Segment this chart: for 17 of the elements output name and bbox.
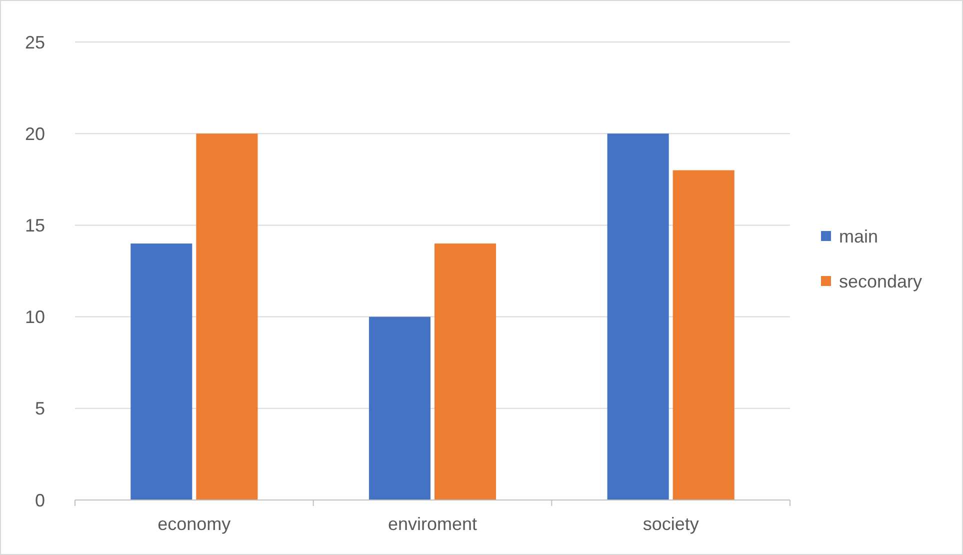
- bar: [368, 316, 430, 500]
- legend-label: main: [839, 226, 878, 246]
- x-tick-label: society: [642, 514, 699, 534]
- bar: [130, 244, 192, 500]
- y-tick-label: 25: [24, 32, 45, 52]
- legend-label: secondary: [839, 271, 922, 292]
- bar: [672, 170, 734, 500]
- y-tick-label: 10: [24, 307, 45, 328]
- y-tick-label: 0: [34, 490, 45, 510]
- x-tick-label: economy: [158, 514, 231, 534]
- y-tick-label: 5: [34, 398, 45, 419]
- bar: [434, 244, 496, 500]
- y-tick-label: 15: [24, 216, 45, 236]
- y-tick-label: 20: [24, 124, 45, 144]
- x-tick-label: enviroment: [388, 514, 478, 534]
- bar: [196, 134, 258, 500]
- bar: [607, 134, 669, 500]
